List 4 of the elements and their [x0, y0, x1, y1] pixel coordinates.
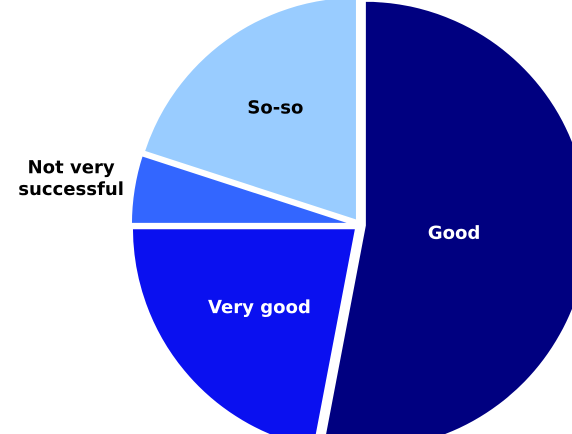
slice-label: So-so: [248, 100, 303, 114]
slice-label: Very good: [208, 299, 310, 317]
slice-label: Not very successful: [19, 160, 122, 196]
slice-label: Good: [428, 225, 479, 240]
